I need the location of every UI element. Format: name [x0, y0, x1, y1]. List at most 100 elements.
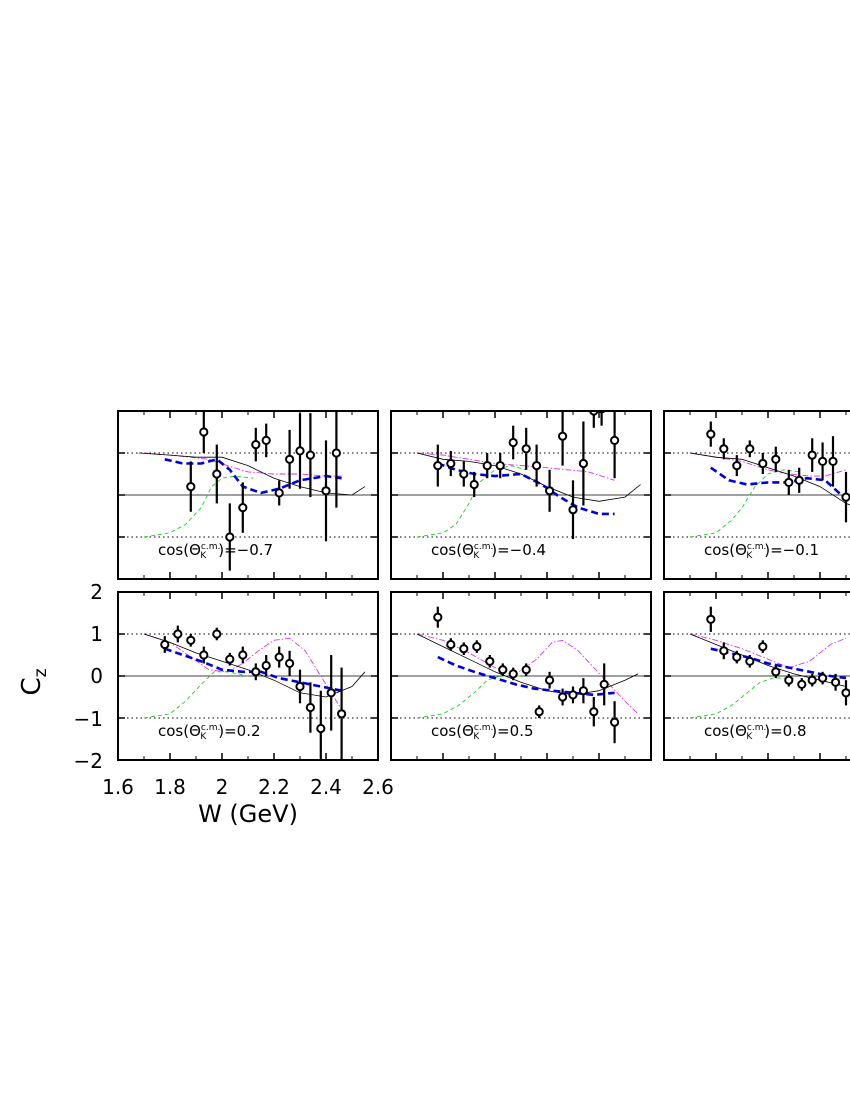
data-point — [545, 675, 555, 685]
plot-area — [689, 421, 850, 538]
panel-label-part: K — [473, 732, 480, 742]
panel-label-part: cos(Θ — [704, 541, 747, 559]
data-point — [794, 475, 804, 485]
data-point — [498, 665, 508, 675]
y-tick-label: −2 — [74, 749, 103, 773]
data-point — [285, 658, 295, 669]
data-point — [545, 486, 555, 496]
data-point — [521, 444, 531, 454]
panel-label-part: K — [473, 551, 480, 561]
panel-label-part: )=0.2 — [218, 722, 260, 740]
panel-label-part: cos(Θ — [431, 541, 474, 559]
data-point — [534, 707, 544, 717]
plot-area — [689, 606, 850, 719]
data-point — [841, 492, 850, 502]
data-point — [807, 675, 817, 685]
data-point — [459, 469, 469, 479]
x-tick-label: 2 — [216, 775, 229, 799]
magenta-model-curve — [143, 633, 348, 719]
green-model-curve — [143, 671, 249, 719]
blue-model-curve — [437, 655, 615, 697]
plot-area — [138, 411, 366, 571]
x-axis-title: W (GeV) — [198, 800, 298, 828]
data-point — [446, 458, 456, 469]
data-point — [784, 675, 794, 685]
panel-label-part: c.m. — [201, 542, 220, 552]
plot-area — [416, 606, 639, 744]
y-axis-title: Cz — [17, 668, 51, 695]
data-point — [818, 673, 828, 683]
data-point — [521, 665, 531, 675]
panel: cos(Θc.m. K)=−0.1 — [663, 410, 850, 580]
data-point — [274, 652, 284, 662]
panel-label-part: cos(Θ — [158, 722, 201, 740]
panel: cos(Θc.m. K)=−0.4 — [390, 410, 652, 580]
data-point — [558, 692, 568, 702]
data-point — [212, 629, 222, 639]
data-point — [758, 642, 768, 652]
panel-label-part: cos(Θ — [431, 722, 474, 740]
panel-label-part: )=−0.7 — [218, 541, 273, 559]
x-tick-label: 2.2 — [258, 775, 290, 799]
data-point — [173, 629, 183, 639]
panel-label-part: c.m. — [747, 723, 766, 733]
data-point — [485, 656, 495, 666]
data-point — [508, 437, 518, 448]
data-point — [706, 614, 716, 624]
green-model-curve — [416, 675, 521, 719]
data-point — [251, 667, 261, 677]
panel-label-part: K — [200, 551, 207, 561]
data-point — [745, 656, 755, 666]
panel-label: cos(Θc.m. K)=0.5 — [431, 722, 534, 742]
panel: cos(Θc.m. K)=0.2 — [117, 591, 379, 761]
panel: cos(Θc.m. K)=0.5 — [390, 591, 652, 761]
panel-label-part: K — [746, 732, 753, 742]
magenta-model-curve — [416, 633, 639, 715]
data-point — [771, 454, 781, 464]
magenta-model-curve — [689, 633, 847, 669]
data-point — [305, 702, 315, 713]
data-point — [261, 435, 271, 445]
data-point — [238, 650, 248, 660]
data-point — [532, 461, 542, 471]
panel-label-part: cos(Θ — [704, 722, 747, 740]
plot-area — [416, 411, 641, 540]
data-point — [495, 461, 505, 471]
data-point — [433, 461, 443, 471]
data-point — [459, 644, 469, 654]
panel-label-part: c.m. — [474, 542, 493, 552]
data-point — [758, 458, 768, 469]
data-point — [186, 635, 196, 645]
data-point — [578, 686, 589, 696]
data-point — [831, 677, 841, 687]
panel-label: cos(Θc.m. K)=−0.7 — [158, 541, 273, 561]
data-point — [305, 450, 315, 460]
data-point — [589, 707, 599, 717]
data-point — [199, 650, 209, 660]
y-tick-label: 1 — [90, 622, 103, 646]
data-point — [719, 646, 729, 656]
panel-label: cos(Θc.m. K)=−0.1 — [704, 541, 819, 561]
data-point — [199, 427, 209, 437]
panel-label-part: c.m. — [474, 723, 493, 733]
data-point — [732, 652, 742, 662]
panel: cos(Θc.m. K)=0.8 — [663, 591, 850, 761]
green-model-curve — [689, 469, 800, 538]
data-point — [745, 444, 755, 454]
panel-label: cos(Θc.m. K)=0.2 — [158, 722, 261, 742]
data-point — [160, 639, 170, 650]
data-point — [261, 660, 271, 671]
data-point — [326, 688, 336, 698]
data-point — [508, 669, 518, 679]
data-point — [828, 456, 838, 466]
y-tick-label: −1 — [74, 707, 103, 731]
data-point — [331, 448, 341, 458]
data-point — [472, 642, 482, 652]
data-point — [321, 486, 331, 496]
data-point — [818, 456, 828, 466]
y-tick-label: 0 — [90, 664, 103, 688]
data-point — [446, 639, 456, 650]
green-model-curve — [416, 465, 527, 538]
panel-label-part: )=−0.1 — [764, 541, 819, 559]
data-point — [807, 450, 817, 460]
